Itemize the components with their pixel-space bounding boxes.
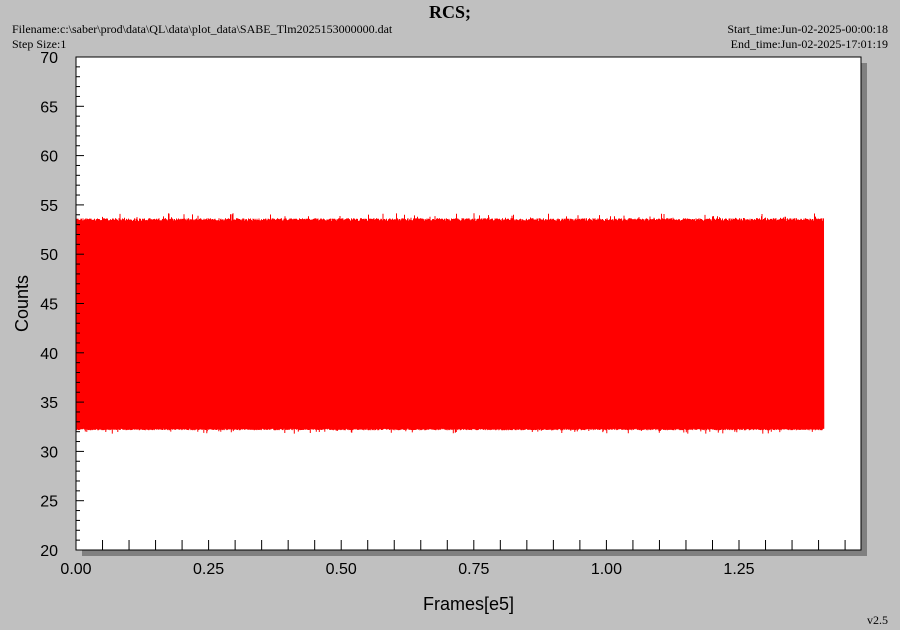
version-label: v2.5	[867, 613, 888, 627]
end-time-label: End_time:Jun-02-2025-17:01:19	[730, 37, 888, 51]
x-tick-label: 0.75	[458, 561, 489, 578]
step-size-label: Step Size:1	[12, 37, 67, 51]
filename-label: Filename:c:\saber\prod\data\QL\data\plot…	[12, 22, 393, 36]
x-axis-label: Frames[e5]	[423, 594, 514, 614]
y-tick-label: 70	[40, 50, 58, 67]
x-tick-label: 0.25	[193, 561, 224, 578]
y-tick-label: 65	[40, 99, 58, 116]
series-band-fill	[78, 221, 822, 427]
y-tick-label: 60	[40, 149, 58, 166]
y-tick-label: 45	[40, 297, 58, 314]
start-time-label: Start_time:Jun-02-2025-00:00:18	[727, 22, 888, 36]
y-tick-label: 35	[40, 395, 58, 412]
x-tick-label: 0.50	[326, 561, 357, 578]
y-tick-label: 25	[40, 494, 58, 511]
x-tick-label: 1.25	[723, 561, 754, 578]
y-tick-label: 55	[40, 198, 58, 215]
series-layer	[75, 213, 825, 550]
y-axis-label: Counts	[12, 275, 32, 332]
y-tick-label: 20	[40, 543, 58, 560]
y-tick-label: 40	[40, 346, 58, 363]
y-tick-label: 50	[40, 247, 58, 264]
x-tick-label: 1.00	[591, 561, 622, 578]
x-tick-label: 0.00	[60, 561, 91, 578]
axis-layer: 20 25 30 35 40 45 50 55 60 65 70 0.00 0.25 0.50 0.75 1.…	[40, 50, 861, 578]
y-tick-label: 30	[40, 444, 58, 461]
chart-title: RCS;	[428, 2, 471, 22]
